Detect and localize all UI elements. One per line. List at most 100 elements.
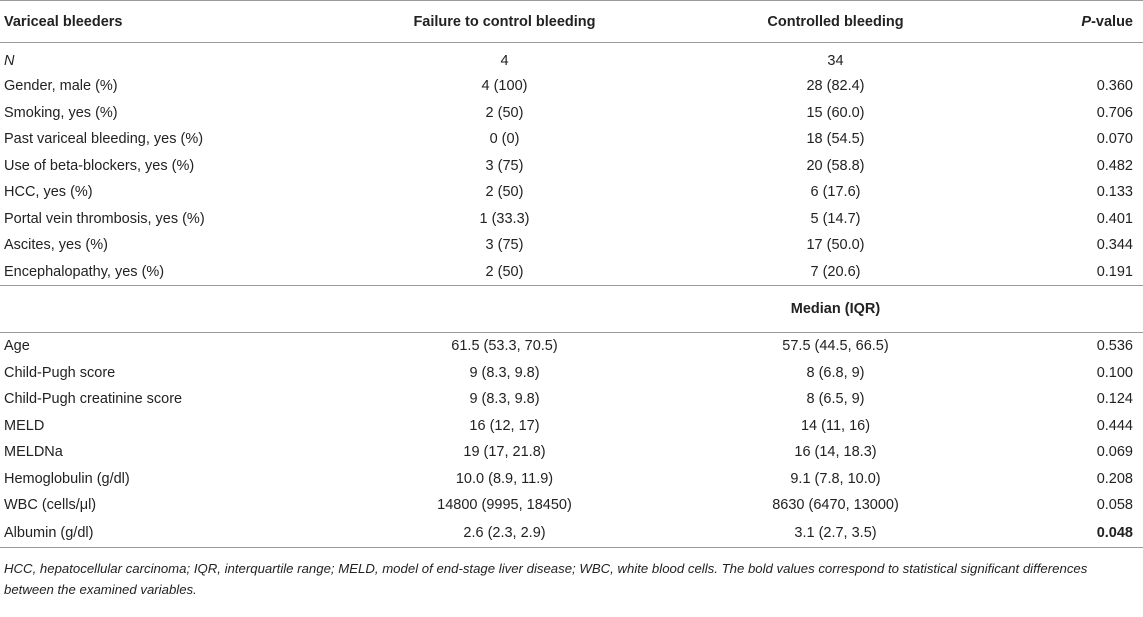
row-label: MELDNa bbox=[4, 444, 63, 461]
cell-controlled: 7 (20.6) bbox=[810, 263, 861, 280]
table-row: Ascites, yes (%) 3 (75) 17 (50.0) 0.344 bbox=[0, 232, 1143, 259]
cell-failure: 2.6 (2.3, 2.9) bbox=[330, 518, 655, 548]
cell-controlled: 34 bbox=[827, 53, 844, 69]
cell-controlled: 17 (50.0) bbox=[806, 237, 865, 254]
cell-controlled: 57.5 (44.5, 66.5) bbox=[655, 332, 1040, 360]
table-row: Use of beta-blockers, yes (%) 3 (75) 20 … bbox=[0, 153, 1143, 180]
cell-p-value-significant: 0.048 bbox=[1040, 518, 1143, 548]
cell-p-value: 0.100 bbox=[1096, 364, 1133, 381]
cell-p-value: 0.401 bbox=[1096, 210, 1133, 227]
header-p-letter: P bbox=[1081, 13, 1092, 30]
cell-controlled: 3.1 (2.7, 3.5) bbox=[655, 518, 1040, 548]
cell-failure: 2 (50) bbox=[485, 184, 524, 201]
row-label: Hemoglobulin (g/dl) bbox=[4, 470, 130, 487]
header-p-value: P-value bbox=[1040, 0, 1143, 43]
cell-failure: 9 (8.3, 9.8) bbox=[469, 391, 540, 408]
row-label: Child-Pugh score bbox=[4, 364, 116, 381]
cell-p-value: 0.208 bbox=[1096, 470, 1133, 487]
row-label: MELD bbox=[4, 417, 45, 434]
median-header-spacer bbox=[0, 285, 330, 333]
cell-failure: 4 (100) bbox=[481, 78, 528, 95]
cell-failure: 16 (12, 17) bbox=[469, 417, 540, 434]
cell-p-value: 0.360 bbox=[1096, 78, 1133, 95]
cell-p-value: 0.191 bbox=[1096, 263, 1133, 280]
row-label: Ascites, yes (%) bbox=[4, 237, 108, 254]
table-row: Encephalopathy, yes (%) 2 (50) 7 (20.6) … bbox=[0, 259, 1143, 286]
median-header-spacer bbox=[1040, 285, 1143, 333]
cell-controlled: 18 (54.5) bbox=[806, 131, 865, 148]
cell-controlled: 28 (82.4) bbox=[806, 78, 865, 95]
cell-failure: 1 (33.3) bbox=[479, 210, 530, 227]
median-header-spacer bbox=[330, 285, 655, 333]
cell-p-value: 0.058 bbox=[1096, 497, 1133, 514]
cell-p-value: 0.124 bbox=[1096, 391, 1133, 408]
cell-p-value: 0.070 bbox=[1096, 131, 1133, 148]
cell-p-value: 0.344 bbox=[1096, 237, 1133, 254]
cell-p-value: 0.706 bbox=[1096, 104, 1133, 121]
median-header-row: Median (IQR) bbox=[0, 285, 1143, 333]
table-row: Hemoglobulin (g/dl) 10.0 (8.9, 11.9) 9.1… bbox=[0, 466, 1143, 493]
row-label: Portal vein thrombosis, yes (%) bbox=[4, 210, 205, 227]
cell-p-value: 0.482 bbox=[1096, 157, 1133, 174]
table-row: WBC (cells/μl) 14800 (9995, 18450) 8630 … bbox=[0, 492, 1143, 519]
cell-p-value bbox=[1040, 43, 1143, 74]
header-failure-to-control: Failure to control bleeding bbox=[330, 0, 655, 43]
cell-controlled: 6 (17.6) bbox=[810, 184, 861, 201]
header-row: Variceal bleeders Failure to control ble… bbox=[0, 0, 1143, 43]
cell-p-value: 0.133 bbox=[1096, 184, 1133, 201]
cell-failure: 3 (75) bbox=[485, 157, 524, 174]
row-label: N bbox=[4, 53, 15, 69]
median-iqr-header: Median (IQR) bbox=[655, 285, 1040, 333]
results-table: Variceal bleeders Failure to control ble… bbox=[0, 0, 1143, 548]
row-label: Child-Pugh creatinine score bbox=[4, 391, 183, 408]
row-label: Age bbox=[0, 332, 330, 360]
row-label: WBC (cells/μl) bbox=[4, 497, 97, 514]
table-row: Child-Pugh creatinine score 9 (8.3, 9.8)… bbox=[0, 386, 1143, 413]
cell-failure: 14800 (9995, 18450) bbox=[437, 497, 572, 514]
cell-p-value: 0.444 bbox=[1096, 417, 1133, 434]
table-row: Smoking, yes (%) 2 (50) 15 (60.0) 0.706 bbox=[0, 100, 1143, 127]
cell-p-value: 0.536 bbox=[1040, 332, 1143, 360]
cell-failure: 9 (8.3, 9.8) bbox=[469, 364, 540, 381]
table-row: Child-Pugh score 9 (8.3, 9.8) 8 (6.8, 9)… bbox=[0, 360, 1143, 387]
table-container: Variceal bleeders Failure to control ble… bbox=[0, 0, 1143, 597]
table-row: N 4 34 bbox=[0, 43, 1143, 74]
cell-p-value: 0.069 bbox=[1096, 444, 1133, 461]
row-label: Encephalopathy, yes (%) bbox=[4, 263, 165, 280]
table-footnote: HCC, hepatocellular carcinoma; IQR, inte… bbox=[4, 560, 1088, 597]
cell-controlled: 9.1 (7.8, 10.0) bbox=[790, 470, 881, 487]
cell-controlled: 16 (14, 18.3) bbox=[794, 444, 877, 461]
table-row: Portal vein thrombosis, yes (%) 1 (33.3)… bbox=[0, 206, 1143, 233]
row-label: Use of beta-blockers, yes (%) bbox=[4, 157, 195, 174]
cell-controlled: 8 (6.8, 9) bbox=[806, 364, 865, 381]
table-row: MELD 16 (12, 17) 14 (11, 16) 0.444 bbox=[0, 413, 1143, 440]
header-controlled-bleeding: Controlled bleeding bbox=[655, 0, 1040, 43]
cell-controlled: 14 (11, 16) bbox=[800, 417, 871, 434]
cell-failure: 19 (17, 21.8) bbox=[463, 444, 546, 461]
row-label: Albumin (g/dl) bbox=[0, 518, 330, 548]
cell-controlled: 8 (6.5, 9) bbox=[806, 391, 865, 408]
row-label: Smoking, yes (%) bbox=[4, 104, 118, 121]
cell-failure: 4 bbox=[500, 53, 509, 69]
row-label: Gender, male (%) bbox=[4, 78, 118, 95]
row-label: HCC, yes (%) bbox=[4, 184, 93, 201]
cell-failure: 2 (50) bbox=[485, 104, 524, 121]
cell-failure: 61.5 (53.3, 70.5) bbox=[330, 332, 655, 360]
cell-failure: 3 (75) bbox=[485, 237, 524, 254]
table-row: Albumin (g/dl) 2.6 (2.3, 2.9) 3.1 (2.7, … bbox=[0, 518, 1143, 548]
cell-controlled: 20 (58.8) bbox=[806, 157, 865, 174]
header-p-suffix: -value bbox=[1091, 13, 1133, 30]
cell-failure: 2 (50) bbox=[485, 263, 524, 280]
cell-controlled: 15 (60.0) bbox=[806, 104, 865, 121]
cell-failure: 0 (0) bbox=[489, 131, 520, 148]
header-variceal-bleeders: Variceal bleeders bbox=[0, 0, 330, 43]
cell-controlled: 5 (14.7) bbox=[810, 210, 861, 227]
row-label: Past variceal bleeding, yes (%) bbox=[4, 131, 204, 148]
table-row: Gender, male (%) 4 (100) 28 (82.4) 0.360 bbox=[0, 73, 1143, 100]
cell-controlled: 8630 (6470, 13000) bbox=[772, 497, 899, 514]
table-row: HCC, yes (%) 2 (50) 6 (17.6) 0.133 bbox=[0, 179, 1143, 206]
table-row: MELDNa 19 (17, 21.8) 16 (14, 18.3) 0.069 bbox=[0, 439, 1143, 466]
cell-failure: 10.0 (8.9, 11.9) bbox=[455, 470, 554, 487]
table-row: Age 61.5 (53.3, 70.5) 57.5 (44.5, 66.5) … bbox=[0, 332, 1143, 360]
table-row: Past variceal bleeding, yes (%) 0 (0) 18… bbox=[0, 126, 1143, 153]
